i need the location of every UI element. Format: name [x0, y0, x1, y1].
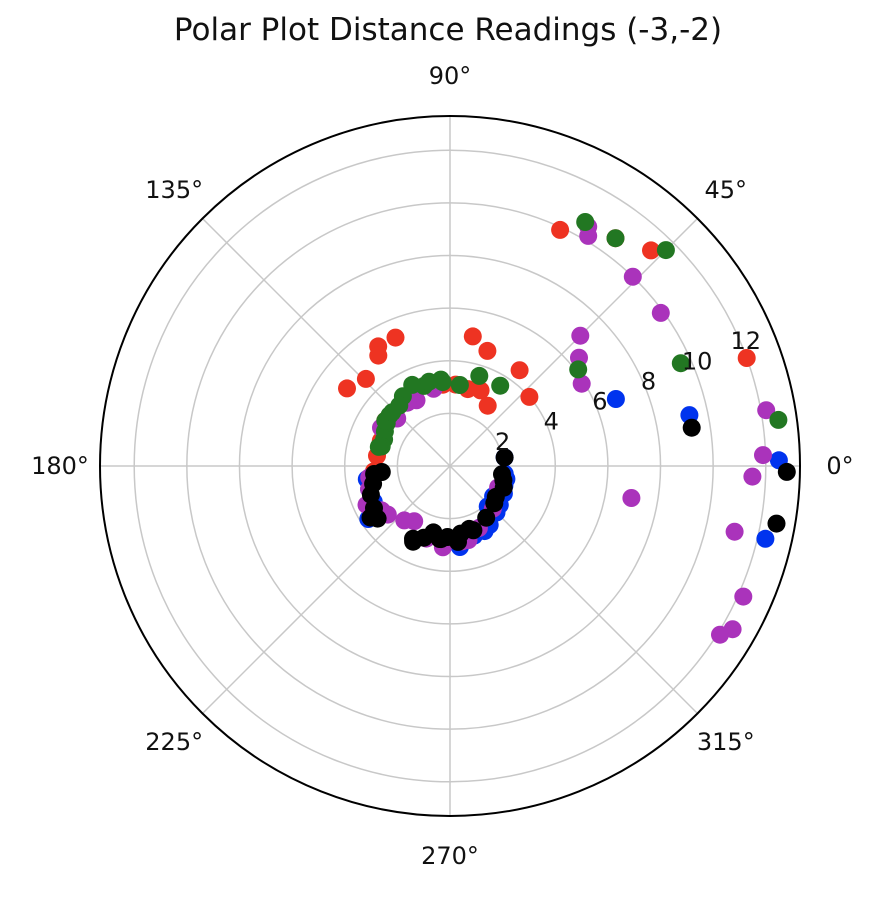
data-point [495, 448, 514, 467]
data-point [478, 396, 497, 415]
theta-grid-line [201, 217, 451, 467]
r-tick-label: 12 [731, 327, 762, 355]
data-point [470, 366, 489, 385]
data-point [477, 508, 496, 527]
data-point [734, 587, 753, 606]
data-point [682, 418, 701, 437]
theta-tick-label: 135° [145, 176, 203, 204]
theta-tick-label: 0° [826, 452, 853, 480]
data-point [424, 523, 443, 542]
data-point [737, 349, 756, 367]
data-point [383, 403, 402, 422]
data-point [769, 410, 788, 429]
polar-frame [99, 115, 801, 817]
data-point [420, 372, 438, 391]
data-point [671, 354, 690, 373]
data-point [494, 471, 513, 490]
theta-tick-label: 180° [31, 452, 89, 480]
data-point [369, 346, 388, 365]
data-point [743, 467, 762, 486]
data-point [711, 625, 729, 644]
data-point [571, 326, 590, 345]
data-point [368, 509, 387, 528]
data-point [404, 532, 423, 551]
r-tick-label: 8 [641, 367, 656, 395]
data-point [463, 327, 482, 346]
data-point [606, 390, 625, 408]
data-point [369, 437, 388, 456]
data-point [623, 267, 642, 286]
data-point [551, 220, 570, 239]
data-point [579, 226, 598, 245]
data-point [767, 514, 786, 533]
r-tick-label: 4 [544, 408, 559, 436]
data-point [460, 519, 479, 538]
data-point [757, 401, 776, 420]
data-point [450, 376, 469, 394]
data-point [433, 373, 452, 392]
data-point [372, 463, 391, 481]
data-point [606, 229, 625, 248]
data-point [386, 328, 405, 347]
data-point [572, 374, 591, 393]
r-tick-label: 2 [495, 428, 510, 456]
data-point [485, 494, 504, 513]
r-tick-label: 10 [682, 347, 713, 375]
data-point [576, 213, 595, 231]
data-point [510, 361, 529, 380]
data-point [569, 360, 588, 379]
tick-labels: 0° 45° 90° 135° 180° 225° 270° 315° 2 4 6 8 10 12 [31, 62, 854, 870]
data-point [642, 241, 660, 260]
data-point [651, 303, 670, 322]
theta-grid-line [201, 465, 451, 715]
theta-tick-label: 225° [145, 728, 203, 756]
data-point [520, 387, 539, 406]
data-point [622, 489, 641, 507]
theta-grid-line [449, 217, 699, 467]
data-point [777, 462, 796, 481]
data-point [356, 369, 375, 388]
theta-tick-label: 90° [429, 62, 472, 90]
data-point [395, 511, 414, 530]
r-tick-label: 6 [592, 388, 607, 416]
data-point [656, 241, 675, 260]
theta-tick-label: 45° [705, 176, 748, 204]
data-points [338, 213, 796, 644]
theta-tick-label: 315° [697, 728, 755, 756]
data-point [478, 341, 497, 360]
data-point [754, 446, 772, 465]
data-point [756, 529, 775, 548]
data-point [338, 379, 356, 398]
theta-tick-label: 270° [421, 842, 479, 870]
polar-grid [100, 116, 800, 816]
data-point [725, 522, 744, 541]
data-point [491, 376, 510, 395]
data-point [438, 528, 457, 546]
chart-title: Polar Plot Distance Readings (-3,-2) [173, 12, 723, 48]
